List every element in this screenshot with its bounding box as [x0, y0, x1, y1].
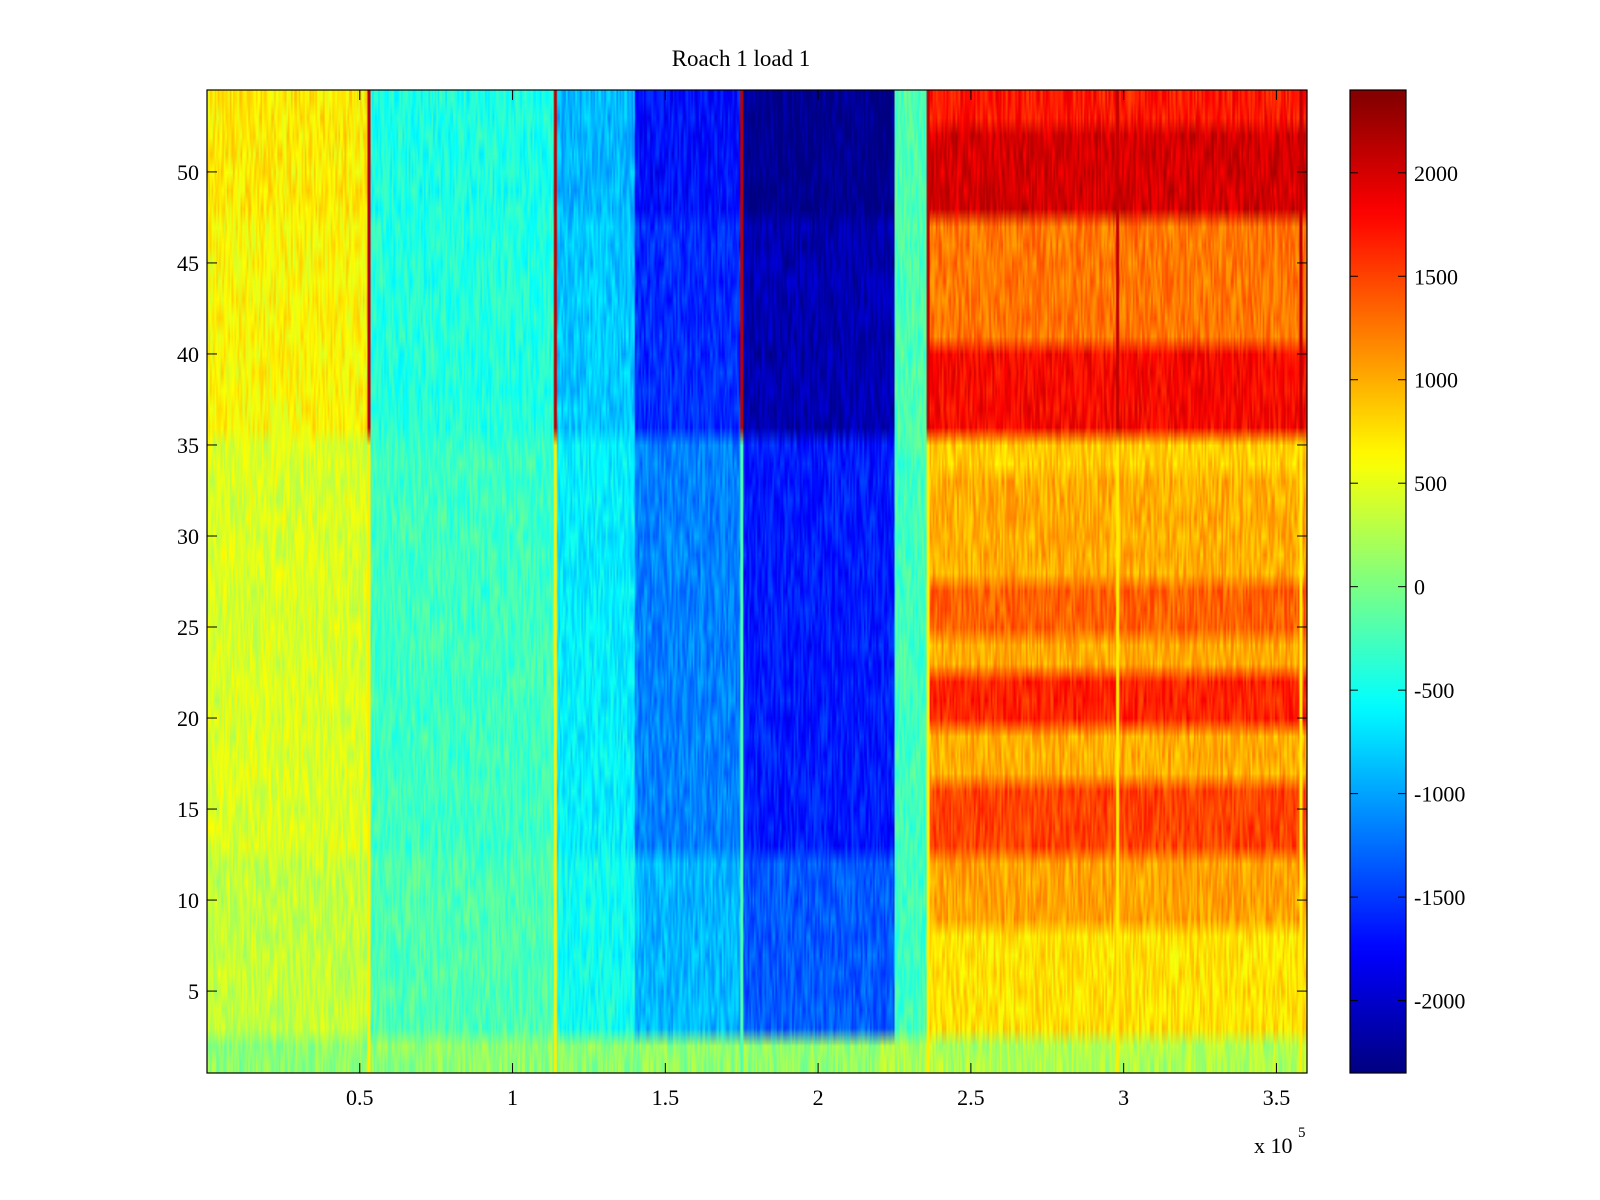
colorbar-tick-label: -1500: [1414, 885, 1465, 910]
y-tick-label: 40: [177, 342, 199, 367]
plot-area: 0.5 1 1.5 2 2.5 3 3.5 5 10 15 20 25 30 35 40 45 50: [177, 89, 1308, 1110]
y-tick-label: 45: [177, 251, 199, 276]
chart-title: Roach 1 load 1: [672, 46, 811, 71]
x-tick-label: 1: [507, 1085, 518, 1110]
colorbar-gradient: [1350, 90, 1406, 1073]
x-tick-label: 2: [813, 1085, 824, 1110]
colorbar: 2000 1500 1000 500 0 -500 -1000 -1500 -2000: [1349, 89, 1465, 1074]
y-tick-label: 10: [177, 888, 199, 913]
plot-frame: [206, 89, 1308, 1074]
x-tick-label: 3.5: [1263, 1085, 1291, 1110]
x-tick-label: 1.5: [652, 1085, 680, 1110]
y-tick-label: 35: [177, 433, 199, 458]
x-multiplier-base: x 10: [1254, 1133, 1293, 1158]
colorbar-frame: [1349, 89, 1407, 1074]
y-tick-label: 5: [188, 979, 199, 1004]
colorbar-tick-label: 2000: [1414, 161, 1458, 186]
colorbar-tick-label: 1000: [1414, 368, 1458, 393]
x-tick-label: 2.5: [957, 1085, 985, 1110]
x-axis-multiplier: x 10 5: [1254, 1125, 1306, 1158]
colorbar-tick-label: -2000: [1414, 989, 1465, 1014]
y-tick-label: 20: [177, 706, 199, 731]
colorbar-tick-label: 500: [1414, 471, 1447, 496]
x-tick-label: 0.5: [346, 1085, 374, 1110]
x-tick-label: 3: [1118, 1085, 1129, 1110]
colorbar-tick-label: -1000: [1414, 782, 1465, 807]
x-axis-ticks: 0.5 1 1.5 2 2.5 3 3.5: [346, 90, 1290, 1110]
colorbar-tick-label: 1500: [1414, 264, 1458, 289]
y-tick-label: 15: [177, 797, 199, 822]
y-tick-label: 25: [177, 615, 199, 640]
y-tick-label: 50: [177, 160, 199, 185]
y-tick-label: 30: [177, 524, 199, 549]
colorbar-tick-label: 0: [1414, 575, 1425, 600]
x-multiplier-exponent: 5: [1298, 1125, 1306, 1141]
colorbar-tick-label: -500: [1414, 678, 1454, 703]
y-axis-ticks: 5 10 15 20 25 30 35 40 45 50: [177, 160, 1307, 1004]
colorbar-ticks: 2000 1500 1000 500 0 -500 -1000 -1500 -2000: [1350, 161, 1465, 1014]
heatmap-image: [207, 90, 1307, 1073]
